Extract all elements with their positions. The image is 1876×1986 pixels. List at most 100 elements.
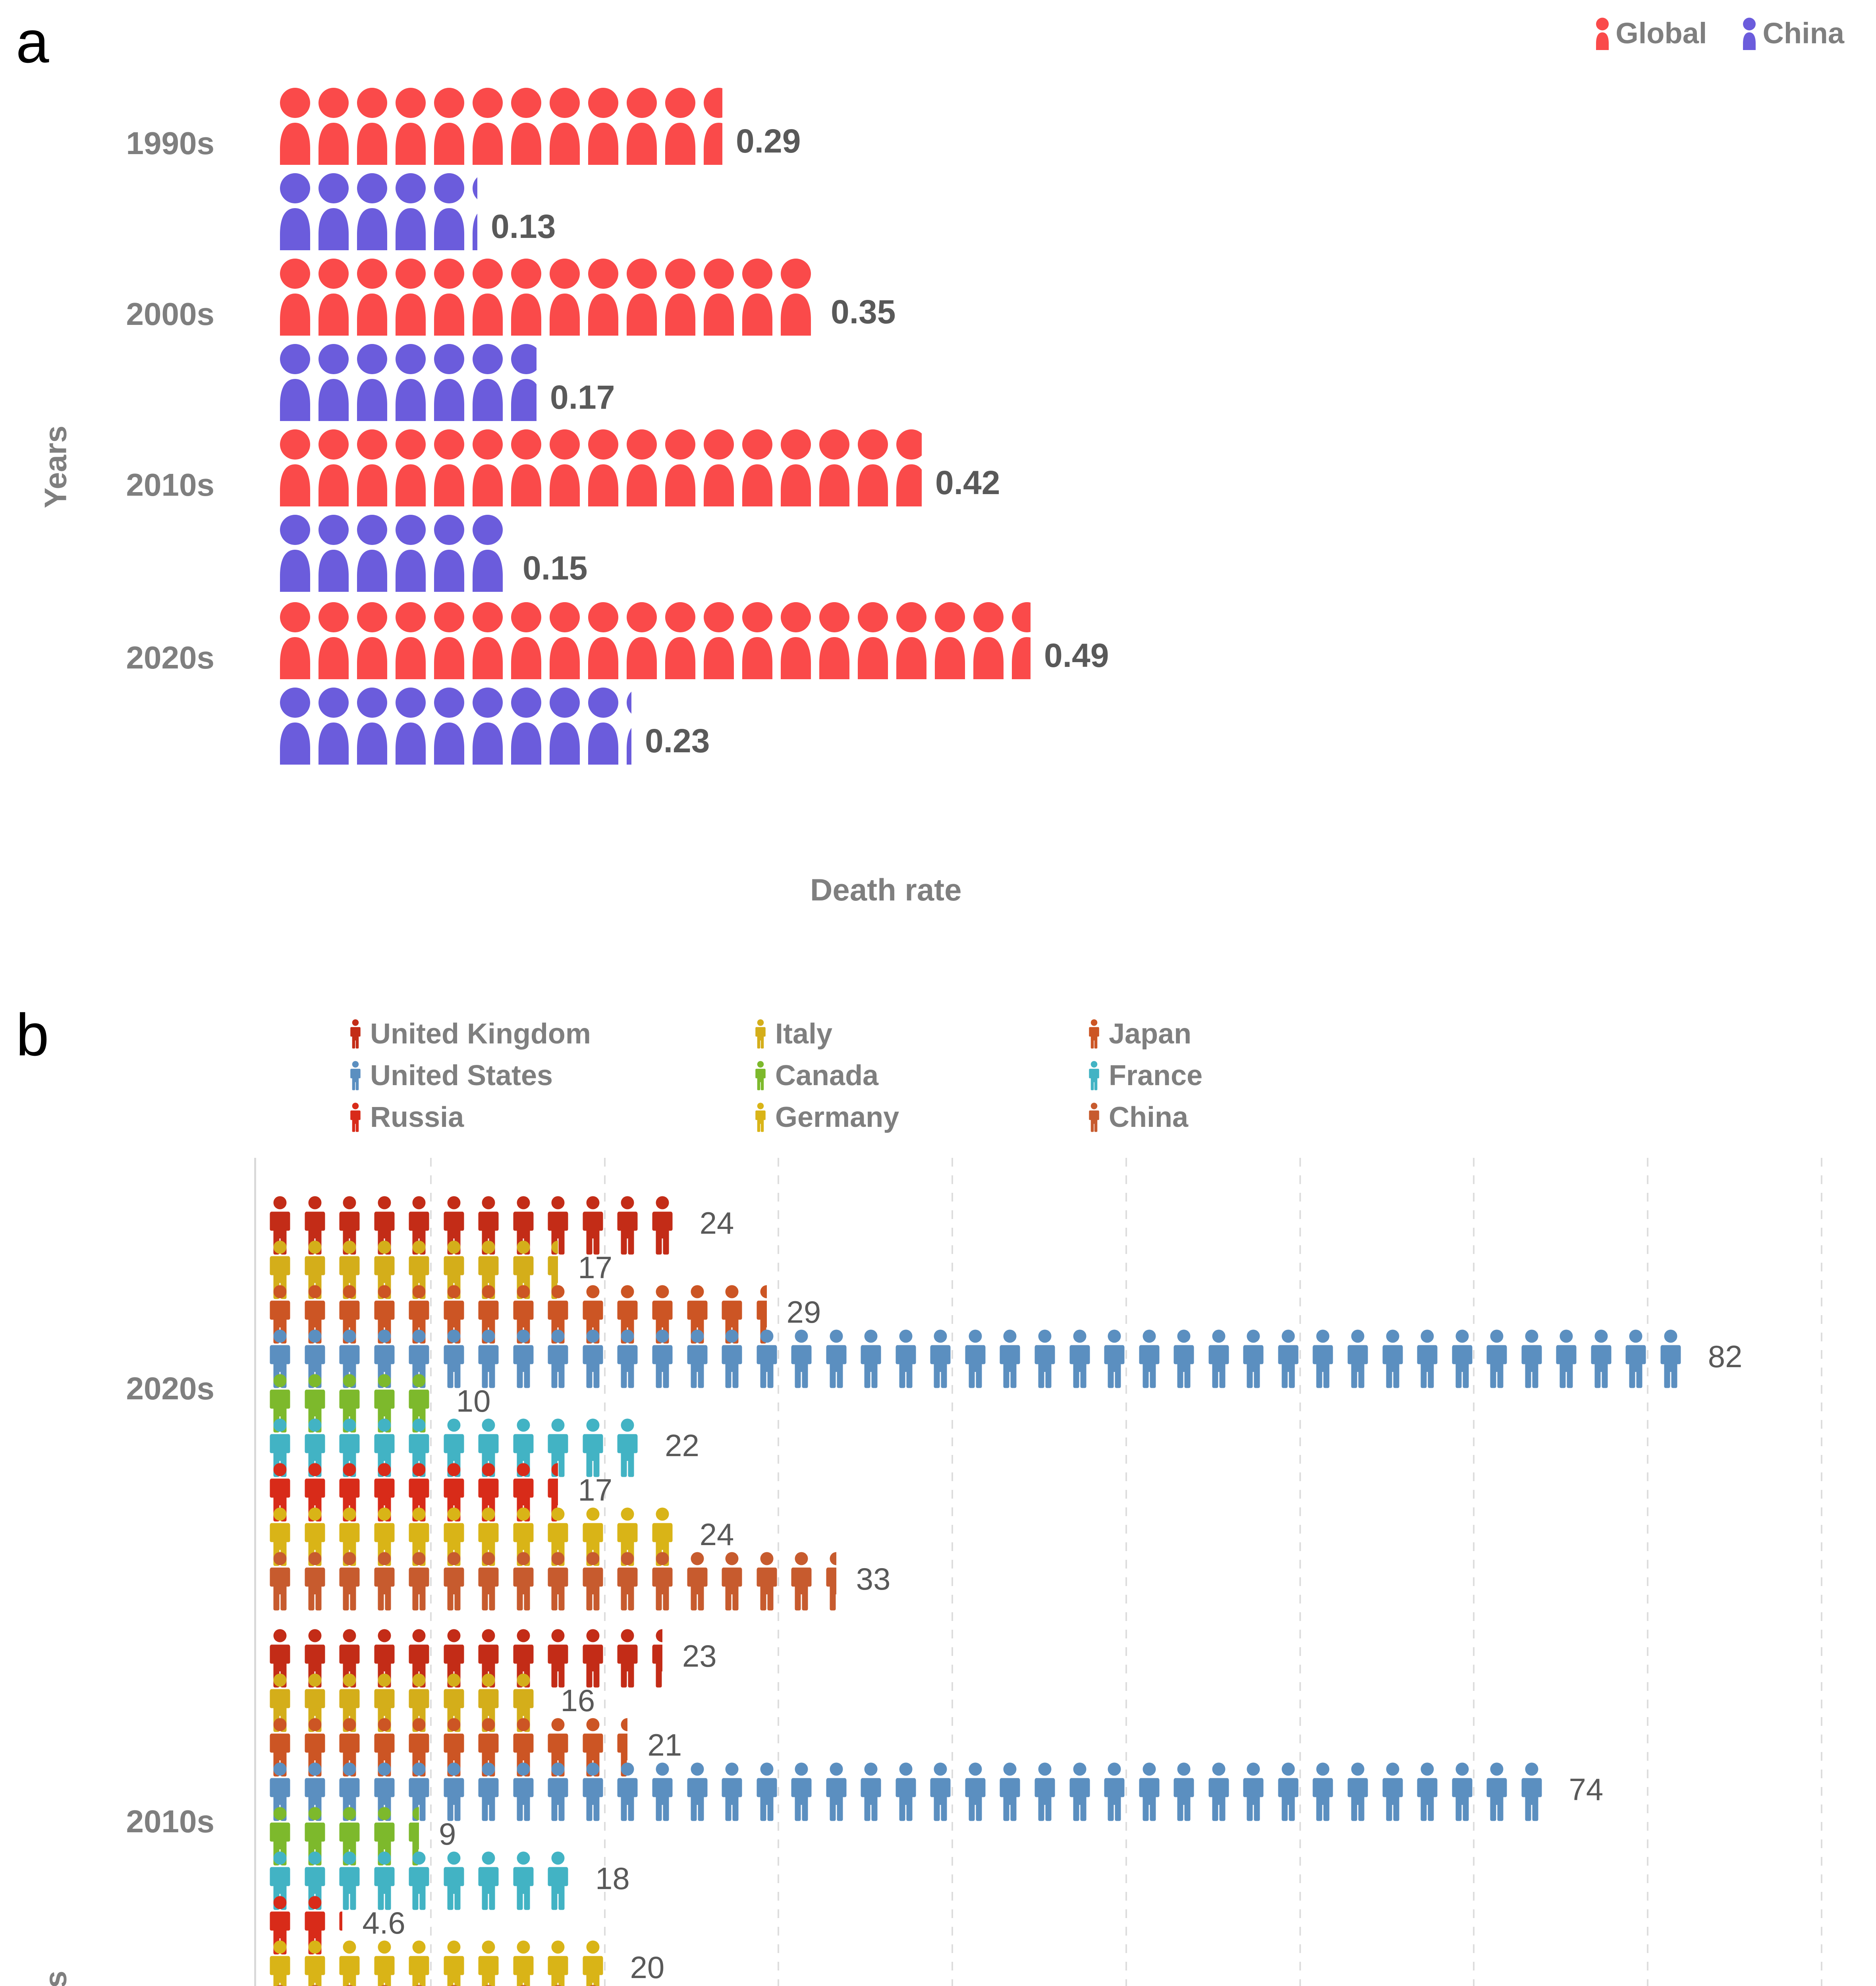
person-icon bbox=[896, 429, 922, 506]
pictogram-cell bbox=[1096, 1329, 1131, 1389]
pictogram-cell bbox=[702, 427, 740, 506]
pictogram-cell bbox=[609, 1196, 644, 1255]
person-icon bbox=[511, 259, 541, 336]
pictogram-cell bbox=[1027, 1329, 1062, 1389]
pictogram-cell bbox=[355, 256, 394, 336]
person-icon bbox=[357, 429, 387, 506]
legend-key-person-icon bbox=[349, 1060, 361, 1092]
person-icon bbox=[588, 688, 618, 765]
legend-key-person-icon bbox=[755, 1018, 766, 1050]
person-icon bbox=[627, 88, 657, 165]
person-icon bbox=[1104, 1329, 1125, 1388]
pictogram-cell bbox=[922, 1762, 957, 1822]
person-icon bbox=[1452, 1762, 1473, 1821]
person-icon bbox=[704, 602, 734, 679]
pictogram-cell bbox=[540, 1762, 575, 1822]
pictogram-cell bbox=[1444, 1762, 1479, 1822]
person-icon bbox=[791, 1762, 812, 1821]
person-icon bbox=[1625, 1329, 1646, 1388]
person-icon bbox=[434, 173, 464, 250]
legend-item-china[interactable]: China bbox=[1743, 17, 1844, 50]
legend-label: China bbox=[1109, 1101, 1189, 1133]
person-icon bbox=[357, 602, 387, 679]
pictogram-cell bbox=[548, 600, 586, 679]
row-value-label: 17 bbox=[578, 1472, 612, 1507]
person-icon bbox=[1521, 1329, 1542, 1388]
legend-item-france[interactable]: France bbox=[1088, 1060, 1202, 1092]
pictogram-cell bbox=[436, 1551, 471, 1611]
person-icon bbox=[350, 1019, 361, 1049]
gridline bbox=[1821, 1158, 1822, 1986]
panel-a-row: 0.49 bbox=[278, 600, 1109, 679]
pictogram-icons bbox=[278, 342, 537, 421]
legend-item-germany[interactable]: Germany bbox=[755, 1101, 1088, 1133]
pictogram-cell bbox=[992, 1329, 1027, 1389]
person-icon bbox=[930, 1762, 951, 1821]
pictogram-cell bbox=[394, 685, 432, 765]
person-icon bbox=[627, 602, 657, 679]
legend-item-united-kingdom[interactable]: United Kingdom bbox=[349, 1018, 755, 1050]
legend-item-canada[interactable]: Canada bbox=[755, 1060, 1088, 1092]
pictogram-cell bbox=[297, 1551, 332, 1611]
row-value-label: 17 bbox=[578, 1250, 612, 1285]
pictogram-cell bbox=[779, 427, 817, 506]
person-icon bbox=[444, 1762, 464, 1821]
panel-a-row: 0.17 bbox=[278, 342, 615, 421]
person-icon bbox=[318, 688, 349, 765]
pictogram-cell bbox=[1652, 1329, 1687, 1389]
pictogram-cell bbox=[509, 256, 548, 336]
person-icon bbox=[513, 1762, 534, 1821]
row-value-label: 74 bbox=[1569, 1772, 1604, 1807]
person-icon bbox=[550, 259, 580, 336]
pictogram-cell bbox=[509, 685, 548, 765]
person-icon bbox=[548, 1629, 568, 1688]
pictogram-cell bbox=[1131, 1762, 1166, 1822]
pictogram-cell bbox=[1583, 1329, 1618, 1389]
person-icon bbox=[473, 429, 503, 506]
panel-b-row-2020s-united-kingdom bbox=[262, 1196, 679, 1255]
legend-item-china[interactable]: China bbox=[1088, 1101, 1202, 1133]
panel-b-y-axis-title: Years bbox=[38, 1933, 74, 1986]
legend-label: Italy bbox=[775, 1018, 833, 1050]
person-icon bbox=[861, 1762, 881, 1821]
panel-a: a Global China Years Death rate 0.29 0.13 0… bbox=[0, 0, 1876, 961]
row-value-label: 22 bbox=[665, 1428, 699, 1463]
legend-item-global[interactable]: Global bbox=[1596, 17, 1707, 50]
pictogram-cell bbox=[740, 427, 779, 506]
person-icon bbox=[396, 429, 426, 506]
person-icon bbox=[1591, 1329, 1612, 1388]
legend-item-united-states[interactable]: United States bbox=[349, 1060, 755, 1092]
pictogram-cell bbox=[609, 1629, 644, 1688]
person-icon bbox=[280, 429, 310, 506]
pictogram-cell bbox=[609, 1329, 644, 1389]
pictogram-cell bbox=[1374, 1329, 1409, 1389]
person-icon bbox=[1208, 1329, 1229, 1388]
person-icon bbox=[781, 602, 811, 679]
person-icon bbox=[513, 1940, 534, 1986]
pictogram-cell bbox=[1339, 1762, 1374, 1822]
person-icon bbox=[396, 88, 426, 165]
person-icon bbox=[819, 602, 849, 679]
person-icon bbox=[554, 1985, 562, 1986]
pictogram-cell bbox=[818, 1762, 853, 1822]
person-icon bbox=[583, 1418, 603, 1477]
person-icon bbox=[444, 1329, 464, 1388]
pictogram-cell bbox=[394, 427, 432, 506]
person-icon bbox=[1596, 17, 1609, 50]
legend-item-japan[interactable]: Japan bbox=[1088, 1018, 1202, 1050]
pictogram-cell bbox=[575, 1762, 610, 1822]
pictogram-cell bbox=[278, 342, 317, 421]
person-icon bbox=[434, 88, 464, 165]
person-icon bbox=[930, 1329, 951, 1388]
person-icon bbox=[583, 1629, 603, 1688]
pictogram-cell bbox=[1027, 1762, 1062, 1822]
person-icon bbox=[473, 177, 477, 250]
pictogram-cell-partial bbox=[702, 85, 722, 165]
legend-item-italy[interactable]: Italy bbox=[755, 1018, 1088, 1050]
person-icon bbox=[627, 429, 657, 506]
pictogram-cell bbox=[575, 1329, 610, 1389]
person-icon bbox=[280, 688, 310, 765]
person-icon bbox=[374, 1552, 395, 1611]
legend-item-russia[interactable]: Russia bbox=[349, 1101, 755, 1133]
pictogram-cell bbox=[355, 85, 394, 165]
